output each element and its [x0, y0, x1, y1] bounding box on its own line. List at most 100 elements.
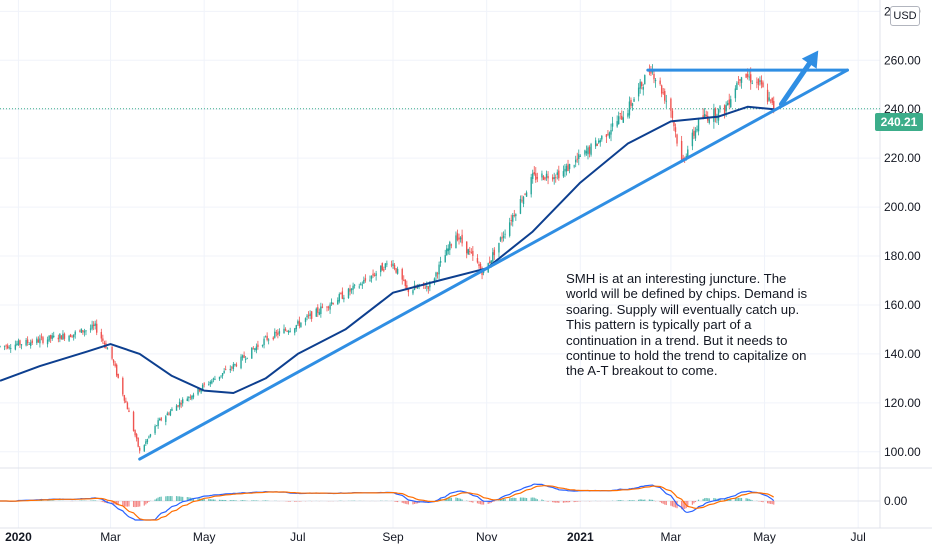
y-tick-label: 160.00	[884, 298, 921, 312]
candle-body	[300, 322, 302, 328]
candle-body	[662, 92, 664, 94]
candle-body	[125, 400, 127, 403]
candle-body	[252, 348, 255, 350]
macd-histogram-bar	[223, 499, 225, 501]
candle-body	[166, 413, 169, 416]
candle-body	[155, 425, 158, 427]
candle-body	[369, 279, 371, 281]
macd-histogram-bar	[748, 498, 750, 501]
macd-histogram-bar	[103, 501, 105, 503]
candle-body	[584, 150, 586, 155]
macd-histogram-bar	[671, 501, 674, 507]
macd-histogram-bar	[489, 501, 491, 504]
macd-histogram-bar	[476, 501, 479, 504]
candle-body	[349, 288, 351, 292]
x-tick-label: May	[753, 530, 776, 544]
candle-body	[449, 242, 451, 251]
macd-histogram-bar	[128, 501, 130, 507]
candle-body	[246, 357, 248, 359]
candle-body	[48, 335, 50, 341]
candle-body	[588, 146, 591, 154]
candle-body	[439, 260, 442, 263]
candle-body	[274, 331, 276, 338]
candle-body	[137, 437, 139, 447]
macd-histogram-bar	[168, 496, 170, 501]
candle-body	[726, 103, 729, 106]
candle-body	[605, 134, 608, 138]
candle-body	[748, 76, 750, 78]
macd-histogram-bar	[535, 498, 537, 501]
candle-body	[768, 97, 770, 101]
macd-histogram-bar	[182, 496, 184, 501]
macd-histogram-bar	[218, 499, 221, 501]
candle-body	[447, 248, 449, 252]
macd-histogram-bar	[525, 498, 528, 501]
y-tick-label: 180.00	[884, 249, 921, 263]
candle-body	[642, 87, 644, 90]
candle-body	[241, 355, 244, 358]
grid-lines	[0, 0, 932, 529]
candle-body	[416, 286, 419, 289]
candle-body	[555, 177, 557, 179]
candle-body	[283, 328, 285, 334]
candle-body	[306, 315, 308, 318]
candle-body	[96, 323, 98, 333]
macd-histogram-bar	[492, 501, 494, 502]
price-candles	[0, 64, 775, 454]
candle-body	[30, 342, 32, 346]
candle-body	[381, 263, 383, 271]
candle-body	[320, 306, 322, 315]
candle-body	[660, 85, 663, 94]
candle-body	[653, 73, 655, 80]
macd-histogram-bar	[117, 501, 119, 506]
macd-histogram-bar	[243, 500, 245, 501]
macd-histogram-bar	[145, 501, 147, 505]
macd-histogram-bar	[556, 501, 558, 503]
macd-histogram-bar	[693, 501, 695, 504]
candle-body	[716, 117, 718, 119]
candle-body	[639, 81, 641, 89]
candle-body	[611, 123, 614, 127]
candle-body	[212, 378, 215, 380]
candle-body	[284, 328, 287, 331]
candle-body	[719, 106, 721, 109]
candle-body	[644, 75, 646, 85]
candle-body	[630, 99, 632, 106]
candle-body	[739, 79, 741, 82]
candle-body	[267, 339, 270, 341]
macd-histogram-bar	[736, 497, 738, 501]
candle-body	[19, 340, 21, 345]
candle-body	[386, 263, 388, 265]
candle-body	[16, 343, 18, 345]
candle-body	[456, 233, 459, 241]
candle-body	[760, 80, 763, 85]
candle-body	[556, 172, 558, 175]
candle-body	[756, 81, 758, 83]
candle-body	[694, 130, 697, 139]
macd-histogram-bar	[175, 496, 178, 501]
candle-body	[209, 381, 212, 384]
candle-body	[578, 154, 580, 159]
candle-body	[5, 345, 7, 347]
candle-body	[10, 347, 12, 349]
macd-histogram-bar	[165, 496, 167, 501]
currency-label[interactable]: USD	[890, 6, 920, 26]
macd-histogram-bar	[648, 499, 650, 501]
macd-histogram-bar	[684, 501, 686, 509]
macd-histogram-bar	[567, 501, 569, 503]
candle-body	[458, 237, 460, 240]
macd-histogram-bar	[166, 496, 168, 501]
candle-body	[68, 335, 70, 341]
candle-body	[676, 134, 678, 144]
macd-histogram-bar	[515, 497, 517, 501]
candle-body	[188, 397, 190, 399]
candle-body	[392, 263, 394, 267]
candle-body	[275, 332, 278, 334]
candle-body	[599, 140, 601, 143]
candle-body	[361, 284, 364, 286]
candle-body	[169, 411, 172, 416]
candle-body	[444, 255, 446, 263]
candle-body	[160, 417, 162, 421]
macd-histogram-bar	[154, 499, 156, 501]
